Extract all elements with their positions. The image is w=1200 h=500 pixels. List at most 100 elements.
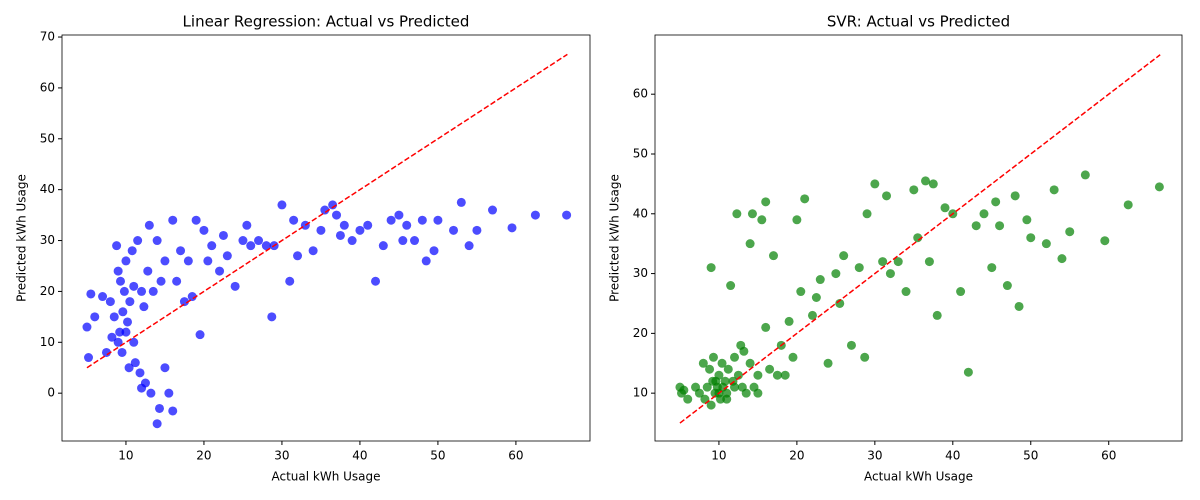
- x-tick-label: 50: [1023, 449, 1038, 463]
- scatter-point: [123, 317, 133, 327]
- scatter-point: [956, 287, 966, 297]
- scatter-point: [708, 352, 718, 362]
- y-tick-label: 50: [633, 146, 648, 160]
- scatter-point: [179, 297, 189, 307]
- scatter-point: [705, 364, 715, 374]
- scatter-point: [800, 194, 810, 204]
- scatter-point: [195, 330, 205, 340]
- y-tick-label: 0: [47, 386, 55, 400]
- scatter-point: [394, 210, 404, 220]
- scatter-point: [757, 215, 767, 225]
- scatter-point: [1002, 281, 1012, 291]
- scatter-point: [706, 400, 716, 410]
- scatter-point: [238, 236, 248, 246]
- scatter-point: [121, 256, 131, 266]
- scatter-point: [363, 220, 373, 230]
- scatter-point: [86, 289, 96, 299]
- scatter-point: [722, 394, 732, 404]
- scatter-point: [293, 251, 303, 261]
- scatter-point: [320, 205, 330, 215]
- scatter-point: [835, 298, 845, 308]
- scatter-point: [963, 367, 973, 377]
- scatter-point: [1123, 200, 1133, 210]
- x-tick-label: 60: [508, 449, 523, 463]
- scatter-point: [784, 316, 794, 326]
- scatter-point: [878, 257, 888, 267]
- scatter-point: [921, 176, 931, 186]
- scatter-point: [860, 352, 870, 362]
- scatter-point: [82, 322, 92, 332]
- scatter-point: [1010, 191, 1020, 201]
- scatter-point: [979, 209, 989, 219]
- scatter-point: [823, 358, 833, 368]
- scatter-point: [1065, 227, 1075, 237]
- scatter-point: [464, 241, 474, 251]
- scatter-point: [679, 385, 689, 395]
- y-axis-label: Predicted kWh Usage: [15, 174, 29, 302]
- scatter-point: [215, 266, 225, 276]
- scatter-point: [148, 286, 158, 296]
- y-tick-label: 30: [40, 233, 55, 247]
- scatter-point: [472, 225, 482, 235]
- scatter-point: [796, 287, 806, 297]
- scatter-point: [183, 256, 193, 266]
- scatter-point: [207, 241, 217, 251]
- scatter-point: [694, 388, 704, 398]
- plot-frame: [61, 34, 591, 442]
- scatter-point: [160, 363, 170, 373]
- scatter-point: [913, 233, 923, 243]
- scatter-point: [402, 220, 412, 230]
- scatter-point: [135, 368, 145, 378]
- scatter-point: [924, 257, 934, 267]
- scatter-point: [901, 287, 911, 297]
- scatter-point: [745, 239, 755, 249]
- scatter-point: [792, 215, 802, 225]
- x-tick-label: 20: [789, 449, 804, 463]
- scatter-point: [335, 230, 345, 240]
- scatter-point: [218, 230, 228, 240]
- scatter-point: [154, 403, 164, 413]
- scatter-point: [854, 263, 864, 273]
- scatter-point: [971, 221, 981, 231]
- scatter-point: [118, 307, 128, 317]
- scatter-point: [530, 210, 540, 220]
- scatter-point: [768, 251, 778, 261]
- scatter-point: [702, 382, 712, 392]
- scatter-point: [242, 220, 252, 230]
- scatter-point: [267, 312, 277, 322]
- scatter-point: [730, 352, 740, 362]
- scatter-point: [143, 266, 153, 276]
- scatter-point: [1154, 182, 1164, 192]
- scatter-point: [308, 246, 318, 256]
- scatter-point: [332, 210, 342, 220]
- scatter-point: [410, 236, 420, 246]
- y-axis-label: Predicted kWh Usage: [608, 174, 622, 302]
- scatter-point: [101, 347, 111, 357]
- scatter-point: [745, 358, 755, 368]
- scatter-point: [222, 251, 232, 261]
- scatter-point: [339, 220, 349, 230]
- scatter-point: [124, 363, 134, 373]
- scatter-point: [98, 292, 108, 302]
- x-tick-label: 10: [118, 449, 133, 463]
- scatter-point: [893, 257, 903, 267]
- scatter-point: [753, 388, 763, 398]
- scatter-point: [146, 388, 156, 398]
- reference-line: [679, 54, 1161, 424]
- scatter-point: [1026, 233, 1036, 243]
- scatter-point: [885, 269, 895, 279]
- scatter-point: [780, 370, 790, 380]
- chart-title: SVR: Actual vs Predicted: [827, 13, 1010, 31]
- scatter-point: [417, 215, 427, 225]
- scatter-point: [168, 215, 178, 225]
- scatter-point: [109, 312, 119, 322]
- scatter-point: [706, 263, 716, 273]
- scatter-point: [698, 358, 708, 368]
- scatter-point: [191, 215, 201, 225]
- y-tick-label: 50: [40, 131, 55, 145]
- scatter-point: [1057, 254, 1067, 264]
- x-tick-label: 10: [711, 449, 726, 463]
- scatter-point: [788, 352, 798, 362]
- x-axis-label: Actual kWh Usage: [271, 470, 380, 484]
